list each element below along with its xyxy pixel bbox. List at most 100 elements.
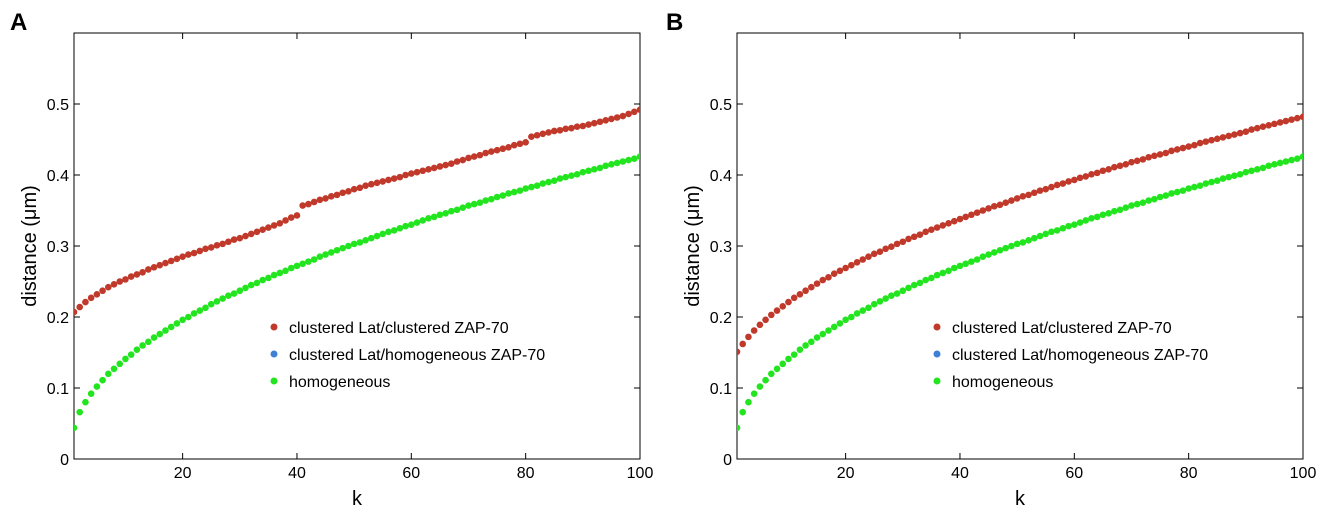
data-point-series-2 — [1242, 168, 1250, 176]
data-point-series-0 — [1030, 189, 1038, 197]
data-point-series-2 — [207, 300, 215, 308]
data-point-series-0 — [1276, 119, 1284, 126]
data-point-series-2 — [545, 178, 552, 186]
data-point-series-2 — [493, 193, 501, 201]
data-point-series-0 — [1071, 176, 1078, 184]
data-point-series-0 — [1202, 138, 1210, 145]
data-point-series-2 — [768, 370, 775, 378]
series-2 — [74, 153, 640, 432]
data-point-series-2 — [922, 276, 929, 284]
data-point-series-0 — [785, 298, 792, 306]
data-point-series-2 — [459, 204, 467, 211]
data-point-series-2 — [1259, 164, 1267, 172]
data-point-series-0 — [87, 294, 95, 302]
data-point-series-2 — [1105, 210, 1112, 217]
data-point-series-0 — [608, 115, 615, 123]
data-point-series-2 — [1156, 193, 1164, 201]
data-point-series-2 — [859, 307, 867, 314]
data-point-series-2 — [968, 258, 975, 265]
data-point-series-2 — [568, 172, 575, 180]
data-point-series-0 — [1128, 158, 1135, 166]
data-point-series-0 — [1002, 199, 1010, 206]
data-point-series-0 — [842, 264, 849, 272]
data-point-series-0 — [1116, 162, 1124, 170]
y-tick-label: 0.1 — [710, 381, 732, 398]
data-point-series-0 — [1065, 178, 1072, 185]
data-point-series-2 — [350, 240, 358, 248]
data-point-series-0 — [510, 141, 518, 149]
data-point-series-2 — [356, 239, 364, 246]
data-point-series-2 — [1179, 187, 1187, 194]
y-tick-label: 0 — [723, 452, 732, 469]
data-point-series-2 — [1002, 244, 1010, 252]
data-point-series-2 — [247, 281, 255, 289]
y-tick-label: 0.2 — [47, 310, 69, 327]
data-point-series-0 — [179, 253, 186, 260]
data-point-series-2 — [408, 221, 415, 228]
data-point-series-0 — [768, 311, 775, 319]
data-point-series-0 — [636, 106, 640, 113]
data-point-series-2 — [505, 190, 512, 197]
data-point-series-2 — [276, 269, 284, 277]
data-point-series-0 — [1105, 166, 1112, 173]
data-point-series-0 — [556, 126, 564, 134]
data-point-series-2 — [145, 338, 152, 346]
legend: clustered Lat/clustered ZAP-70 clustered … — [270, 320, 545, 391]
data-point-series-2 — [1145, 197, 1152, 204]
data-point-series-0 — [476, 151, 484, 159]
data-point-series-2 — [939, 269, 947, 277]
data-point-series-2 — [1059, 224, 1067, 232]
data-point-series-2 — [819, 330, 827, 338]
data-point-series-2 — [1128, 202, 1135, 209]
data-point-series-0 — [408, 170, 415, 177]
data-point-series-0 — [1133, 157, 1141, 165]
panel-letter: A — [10, 9, 27, 36]
data-point-series-0 — [516, 140, 524, 148]
data-point-series-0 — [1248, 126, 1255, 133]
data-point-series-2 — [773, 365, 781, 373]
legend-marker — [933, 377, 941, 385]
data-point-series-0 — [1082, 173, 1090, 180]
data-point-series-0 — [1231, 131, 1238, 138]
data-point-series-0 — [1213, 135, 1221, 143]
data-point-series-0 — [573, 123, 581, 131]
data-point-series-0 — [265, 224, 272, 231]
data-point-series-0 — [1111, 163, 1118, 171]
data-point-series-0 — [808, 283, 815, 291]
data-point-series-2 — [1299, 153, 1303, 160]
data-point-series-2 — [848, 313, 855, 321]
data-point-series-2 — [808, 338, 815, 346]
data-point-series-0 — [207, 244, 215, 251]
data-point-series-0 — [1259, 123, 1267, 131]
data-point-series-2 — [133, 346, 141, 353]
data-point-series-2 — [390, 227, 398, 234]
data-point-series-0 — [1288, 116, 1295, 123]
data-point-series-0 — [1093, 169, 1101, 177]
data-point-series-2 — [516, 187, 524, 194]
data-point-series-2 — [196, 307, 204, 314]
chart-panel-a: A 0 0.1 0.2 0.3 0.4 0.5 20 40 60 80 100 k distance (μ… — [10, 9, 653, 510]
data-point-series-2 — [1139, 199, 1147, 206]
data-point-series-2 — [996, 246, 1004, 254]
legend-marker — [933, 350, 941, 358]
data-point-series-0 — [230, 236, 238, 243]
data-point-series-0 — [465, 154, 472, 162]
data-point-series-0 — [562, 125, 569, 133]
x-tick-label: 40 — [951, 465, 969, 482]
data-point-series-2 — [745, 398, 752, 406]
x-axis-label: k — [1015, 488, 1026, 510]
data-point-series-2 — [476, 199, 484, 206]
legend-marker — [270, 377, 278, 385]
data-point-series-2 — [550, 177, 558, 184]
data-point-series-2 — [1248, 167, 1255, 175]
data-point-series-0 — [1151, 152, 1158, 160]
data-point-series-0 — [442, 161, 449, 169]
data-point-series-0 — [779, 303, 787, 310]
data-point-series-2 — [905, 284, 912, 292]
data-point-series-0 — [145, 266, 152, 273]
data-point-series-0 — [1048, 183, 1055, 191]
data-point-series-0 — [385, 176, 392, 184]
series-0 — [737, 113, 1303, 356]
plot-frame — [73, 32, 641, 460]
